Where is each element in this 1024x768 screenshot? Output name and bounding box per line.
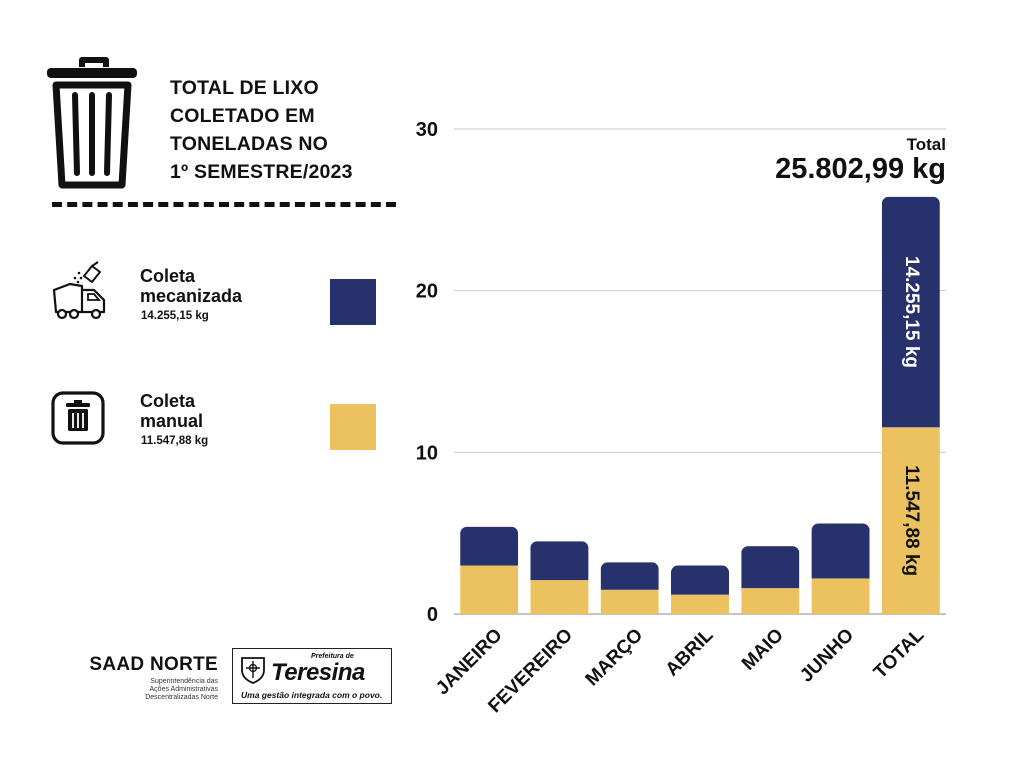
bar-manual: [460, 565, 519, 614]
page-title: TOTAL DE LIXO COLETADO EM TONELADAS NO 1…: [170, 74, 410, 186]
trash-can-icon: [47, 57, 137, 189]
trash-bin-icon: [51, 391, 105, 445]
bar-mechanized: [671, 565, 729, 595]
x-tick-label: MARÇO: [582, 625, 648, 691]
bar-group: [600, 562, 659, 614]
bar-group: [881, 196, 940, 614]
saad-subtitle: Superintendência das Ações Administrativ…: [70, 678, 218, 702]
bar-group: [530, 541, 589, 614]
y-tick-label: 0: [427, 604, 438, 626]
y-tick-label: 30: [416, 119, 438, 141]
bar-mechanized: [881, 196, 940, 428]
saad-subtitle-line: Superintendência das: [150, 678, 218, 685]
bar-group: [741, 546, 800, 614]
y-tick-label: 10: [416, 442, 438, 464]
legend-label-line: mecanizada: [140, 286, 243, 306]
x-tick-label: MAIO: [738, 625, 788, 675]
prefeitura-label: Prefeitura de: [311, 653, 354, 660]
legend-item-manual: Coleta manual 11.547,88 kg: [44, 385, 384, 465]
title-line: TOTAL DE LIXO: [170, 77, 319, 99]
legend-item-mechanized: Coleta mecanizada 14.255,15 kg: [44, 260, 384, 340]
title-line: TONELADAS NO: [170, 133, 329, 155]
bar-mechanized: [811, 523, 870, 579]
bar-manual: [741, 588, 800, 614]
x-tick-label: JUNHO: [796, 625, 858, 687]
title-line: 1º SEMESTRE/2023: [170, 161, 353, 183]
saad-subtitle-line: Descentralizadas Norte: [145, 694, 218, 701]
saad-subtitle-line: Ações Administrativas: [149, 686, 218, 693]
bar-group: [811, 523, 870, 614]
bar-group: [671, 565, 729, 614]
bar-manual: [811, 578, 870, 614]
prefeitura-city: Teresina: [271, 659, 365, 686]
title-divider: [52, 202, 396, 207]
legend-label-line: Coleta: [140, 266, 196, 286]
bar-mechanized: [460, 526, 519, 566]
legend-swatch-manual: [330, 404, 376, 450]
bar-manual: [881, 427, 940, 614]
bar-manual: [530, 580, 589, 614]
saad-name: SAAD NORTE: [89, 654, 218, 675]
bar-manual: [600, 589, 659, 614]
saad-norte-logo: SAAD NORTE Superintendência das Ações Ad…: [70, 654, 218, 702]
bar-value-label: 11.547,88 kg: [901, 465, 922, 576]
bar-manual: [671, 594, 729, 614]
x-tick-label: TOTAL: [870, 624, 929, 683]
legend-label: Coleta mecanizada: [140, 266, 300, 306]
legend-value: 11.547,88 kg: [141, 435, 209, 447]
legend-value: 14.255,15 kg: [141, 310, 209, 322]
bar-value-label: 14.255,15 kg: [901, 256, 922, 368]
legend-label-line: Coleta: [140, 391, 196, 411]
legend-label: Coleta manual: [140, 391, 300, 431]
title-line: COLETADO EM: [170, 105, 315, 127]
total-label: Total: [907, 135, 946, 154]
x-tick-label: ABRIL: [662, 624, 718, 680]
garbage-truck-icon: [52, 261, 106, 320]
bar-group: [460, 526, 519, 614]
city-crest-icon: [241, 657, 265, 684]
legend-swatch-mechanized: [330, 279, 376, 325]
prefeitura-teresina-logo: Prefeitura de Teresina Uma gestão integr…: [232, 648, 392, 704]
bar-mechanized: [741, 546, 800, 589]
legend-label-line: manual: [140, 411, 204, 431]
bar-mechanized: [600, 562, 659, 590]
total-value: 25.802,99 kg: [775, 153, 946, 185]
x-tick-label: JANEIRO: [432, 625, 507, 700]
prefeitura-slogan: Uma gestão integrada com o povo.: [241, 690, 383, 700]
bar-mechanized: [530, 541, 589, 581]
y-tick-label: 20: [416, 281, 438, 303]
